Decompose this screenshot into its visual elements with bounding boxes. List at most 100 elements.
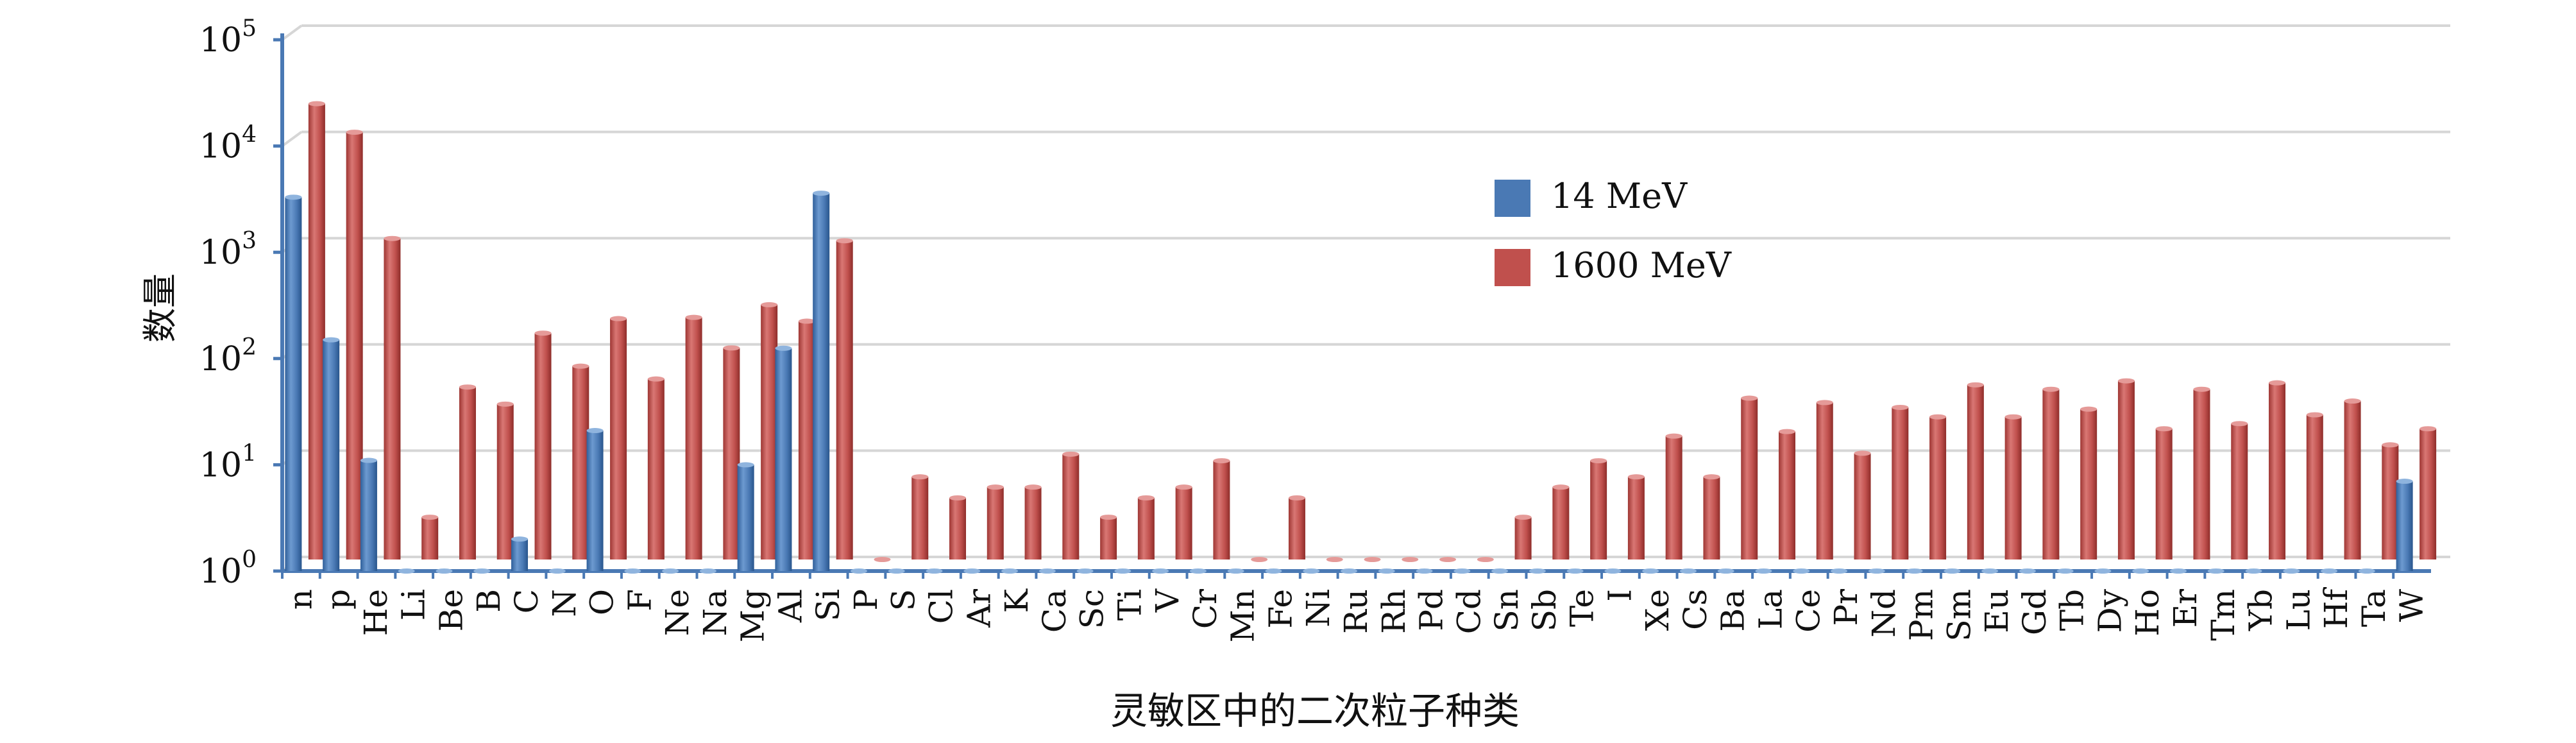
bar-1600-mev-Rh: [1402, 557, 1419, 562]
bar-14-mev-Lu: [2283, 568, 2300, 574]
bar-14-mev-I: [1604, 568, 1622, 574]
x-tick-label: O: [584, 589, 621, 615]
bar-1600-mev-B: [496, 401, 514, 559]
x-tick-label: Ni: [1300, 589, 1337, 628]
bar-14-mev-La: [1755, 568, 1772, 574]
x-tick-label: Sn: [1488, 589, 1525, 631]
bar-14-mev-N: [548, 568, 566, 574]
x-tick-label: W: [2393, 588, 2430, 622]
bar-14-mev-Be: [436, 568, 453, 574]
bar-1600-mev-Xe: [1665, 433, 1682, 559]
bar-1600-mev-K: [1024, 484, 1042, 559]
x-tick-label: Er: [2167, 589, 2204, 628]
x-tick-label: Xe: [1639, 589, 1676, 631]
x-tick-label: Ti: [1111, 589, 1148, 620]
bar-1600-mev-Pr: [1854, 450, 1871, 559]
bar-1600-mev-Pd: [1439, 557, 1457, 562]
bar-1600-mev-S: [911, 474, 929, 559]
x-tick-label: Li: [395, 589, 432, 620]
bar-1600-mev-Be: [459, 384, 476, 559]
legend-item-1600-mev: 1600 MeV: [1495, 245, 1732, 286]
bar-14-mev-C: [511, 536, 529, 571]
bar-14-mev-Hf: [2321, 568, 2338, 574]
bar-14-mev-Gd: [2019, 568, 2036, 574]
x-tick-label: Mg: [734, 589, 772, 642]
x-tick-label: Ar: [960, 589, 997, 628]
bar-1600-mev-Te: [1590, 458, 1607, 559]
bar-14-mev-Te: [1566, 568, 1584, 574]
x-tick-label: K: [998, 588, 1035, 613]
bar-1600-mev-La: [1778, 429, 1795, 559]
bar-14-mev-Xe: [1642, 568, 1659, 574]
x-tick-label: Fe: [1262, 589, 1299, 629]
x-tick-label: Hf: [2318, 587, 2355, 629]
bar-14-mev-Ho: [2132, 568, 2149, 574]
bar-14-mev-Sb: [1529, 568, 1546, 574]
y-tick-labels: 100 101 102 103 104 105: [199, 15, 257, 591]
bars: [285, 101, 2437, 574]
bar-14-mev-Ru: [1341, 568, 1357, 574]
bar-14-mev-B: [473, 568, 491, 574]
y-tick-label: 104: [199, 122, 257, 166]
bar-1600-mev-He: [384, 235, 401, 559]
x-tick-label: Si: [809, 589, 847, 621]
bar-1600-mev-Eu: [2004, 414, 2022, 559]
bar-1600-mev-P: [874, 557, 891, 562]
bar-14-mev-Cr: [1189, 568, 1207, 574]
bar-14-mev-Na: [699, 568, 716, 574]
bar-1600-mev-Sn: [1514, 515, 1532, 559]
bar-14-mev-Ti: [1114, 568, 1131, 574]
x-tick-label: N: [546, 589, 583, 617]
x-tick-label: P: [847, 589, 885, 611]
x-tick-label: Ce: [1790, 589, 1827, 633]
bar-14-mev-Pr: [1831, 568, 1848, 574]
x-tick-label: F: [621, 589, 658, 611]
bar-1600-mev-Gd: [2042, 386, 2060, 559]
x-tick-label: n: [282, 589, 319, 610]
x-tick-label: Rh: [1375, 589, 1412, 634]
x-tick-label: Mn: [1224, 589, 1262, 642]
bar-14-mev-Cl: [926, 568, 943, 574]
x-tick-label: Nd: [1865, 589, 1902, 638]
bar-1600-mev-Sb: [1552, 484, 1570, 559]
bar-14-mev-Al: [775, 345, 792, 571]
x-tick-label: Ru: [1337, 589, 1375, 634]
x-tick-label: He: [357, 589, 394, 636]
bar-14-mev-Eu: [1981, 568, 1999, 574]
bar-14-mev-Tm: [2207, 568, 2224, 574]
y-tick-label: 102: [199, 334, 257, 379]
bar-14-mev-Yb: [2245, 568, 2262, 574]
bar-1600-mev-Ni: [1326, 557, 1343, 562]
x-tick-label: B: [470, 589, 507, 613]
bar-1600-mev-Ho: [2155, 426, 2173, 559]
bar-1600-mev-Li: [421, 515, 439, 559]
x-tick-label: Eu: [1978, 589, 2015, 633]
bar-1600-mev-Cd: [1477, 557, 1494, 562]
x-tick-label: p: [319, 589, 357, 610]
bar-14-mev-Ba: [1717, 568, 1734, 574]
bar-14-mev-Ce: [1793, 568, 1810, 574]
x-tick-label: C: [508, 589, 545, 613]
bar-14-mev-Fe: [1265, 568, 1282, 574]
bar-1600-mev-Nd: [1892, 404, 1909, 559]
bar-1600-mev-Ti: [1137, 495, 1155, 559]
bar-14-mev-Pd: [1416, 568, 1433, 574]
bar-1600-mev-Mn: [1251, 557, 1268, 562]
x-tick-label: Tm: [2205, 589, 2242, 641]
x-tick-label: Ba: [1715, 589, 1752, 632]
bar-14-mev-Nd: [1868, 568, 1885, 574]
bar-1600-mev-Ar: [987, 484, 1004, 559]
bar-14-mev-Tb: [2056, 568, 2074, 574]
bar-1600-mev-W: [2419, 426, 2437, 559]
x-axis-label: 灵敏区中的二次粒子种类: [1110, 689, 1520, 733]
x-tick-label: Pd: [1413, 589, 1450, 631]
x-tick-label: Lu: [2280, 589, 2317, 631]
bar-14-mev-S: [888, 568, 905, 574]
bar-1600-mev-C: [534, 330, 552, 559]
bar-1600-mev-Yb: [2269, 380, 2286, 559]
bar-14-mev-F: [624, 568, 641, 574]
x-tick-label: Ho: [2129, 589, 2166, 636]
bar-1600-mev-Al: [798, 318, 815, 559]
x-tick-label: Be: [432, 589, 470, 631]
bar-1600-mev-O: [610, 316, 627, 559]
